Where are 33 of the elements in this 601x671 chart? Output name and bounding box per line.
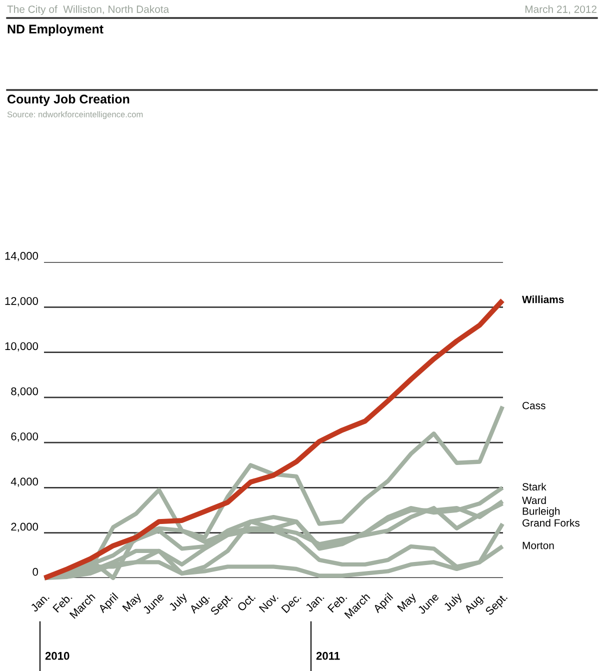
text: March 21, 2012 bbox=[525, 5, 596, 14]
text: 2011 bbox=[316, 652, 340, 660]
chart-subtitle: County Job Creation bbox=[8, 94, 130, 106]
series-label: Stark bbox=[522, 482, 546, 491]
series-label: Ward bbox=[522, 496, 546, 504]
series-label: Burleigh bbox=[522, 507, 560, 517]
series-label: Morton bbox=[522, 542, 554, 550]
source-note: Source: ndworkforceintelligence.com bbox=[7, 111, 143, 119]
x-tick-label: Nov. bbox=[258, 592, 279, 613]
x-tick-label: Aug. bbox=[188, 592, 212, 616]
y-tick-label: 14,000 bbox=[5, 252, 38, 262]
y-tick-label: 10,000 bbox=[5, 342, 38, 352]
x-tick-label: May bbox=[397, 592, 418, 614]
x-tick-label: Oct. bbox=[236, 592, 256, 612]
x-tick-label: Aug. bbox=[464, 592, 486, 616]
x-tick-label: Jan. bbox=[304, 592, 324, 612]
chart-title: ND Employment bbox=[8, 24, 104, 36]
text: 2010 bbox=[45, 652, 70, 660]
series-label: Williams bbox=[522, 296, 564, 304]
y-tick-label: 4,000 bbox=[10, 478, 38, 487]
x-tick-label: May bbox=[122, 592, 144, 614]
x-tick-label: Dec. bbox=[281, 592, 302, 614]
x-tick-label: Jan. bbox=[30, 592, 50, 612]
y-tick-label: 0 bbox=[32, 568, 38, 576]
text: The City of Williston, North Dakota bbox=[7, 5, 170, 15]
y-tick-label: 6,000 bbox=[11, 432, 38, 442]
y-tick-label: 12,000 bbox=[5, 297, 38, 306]
series-label: Grand Forks bbox=[522, 518, 580, 527]
y-tick-label: 8,000 bbox=[11, 387, 38, 397]
y-tick-label: 2,000 bbox=[11, 522, 38, 532]
series-label: Cass bbox=[522, 402, 546, 410]
x-tick-label: July bbox=[442, 592, 464, 614]
x-tick-label: July bbox=[168, 592, 190, 614]
